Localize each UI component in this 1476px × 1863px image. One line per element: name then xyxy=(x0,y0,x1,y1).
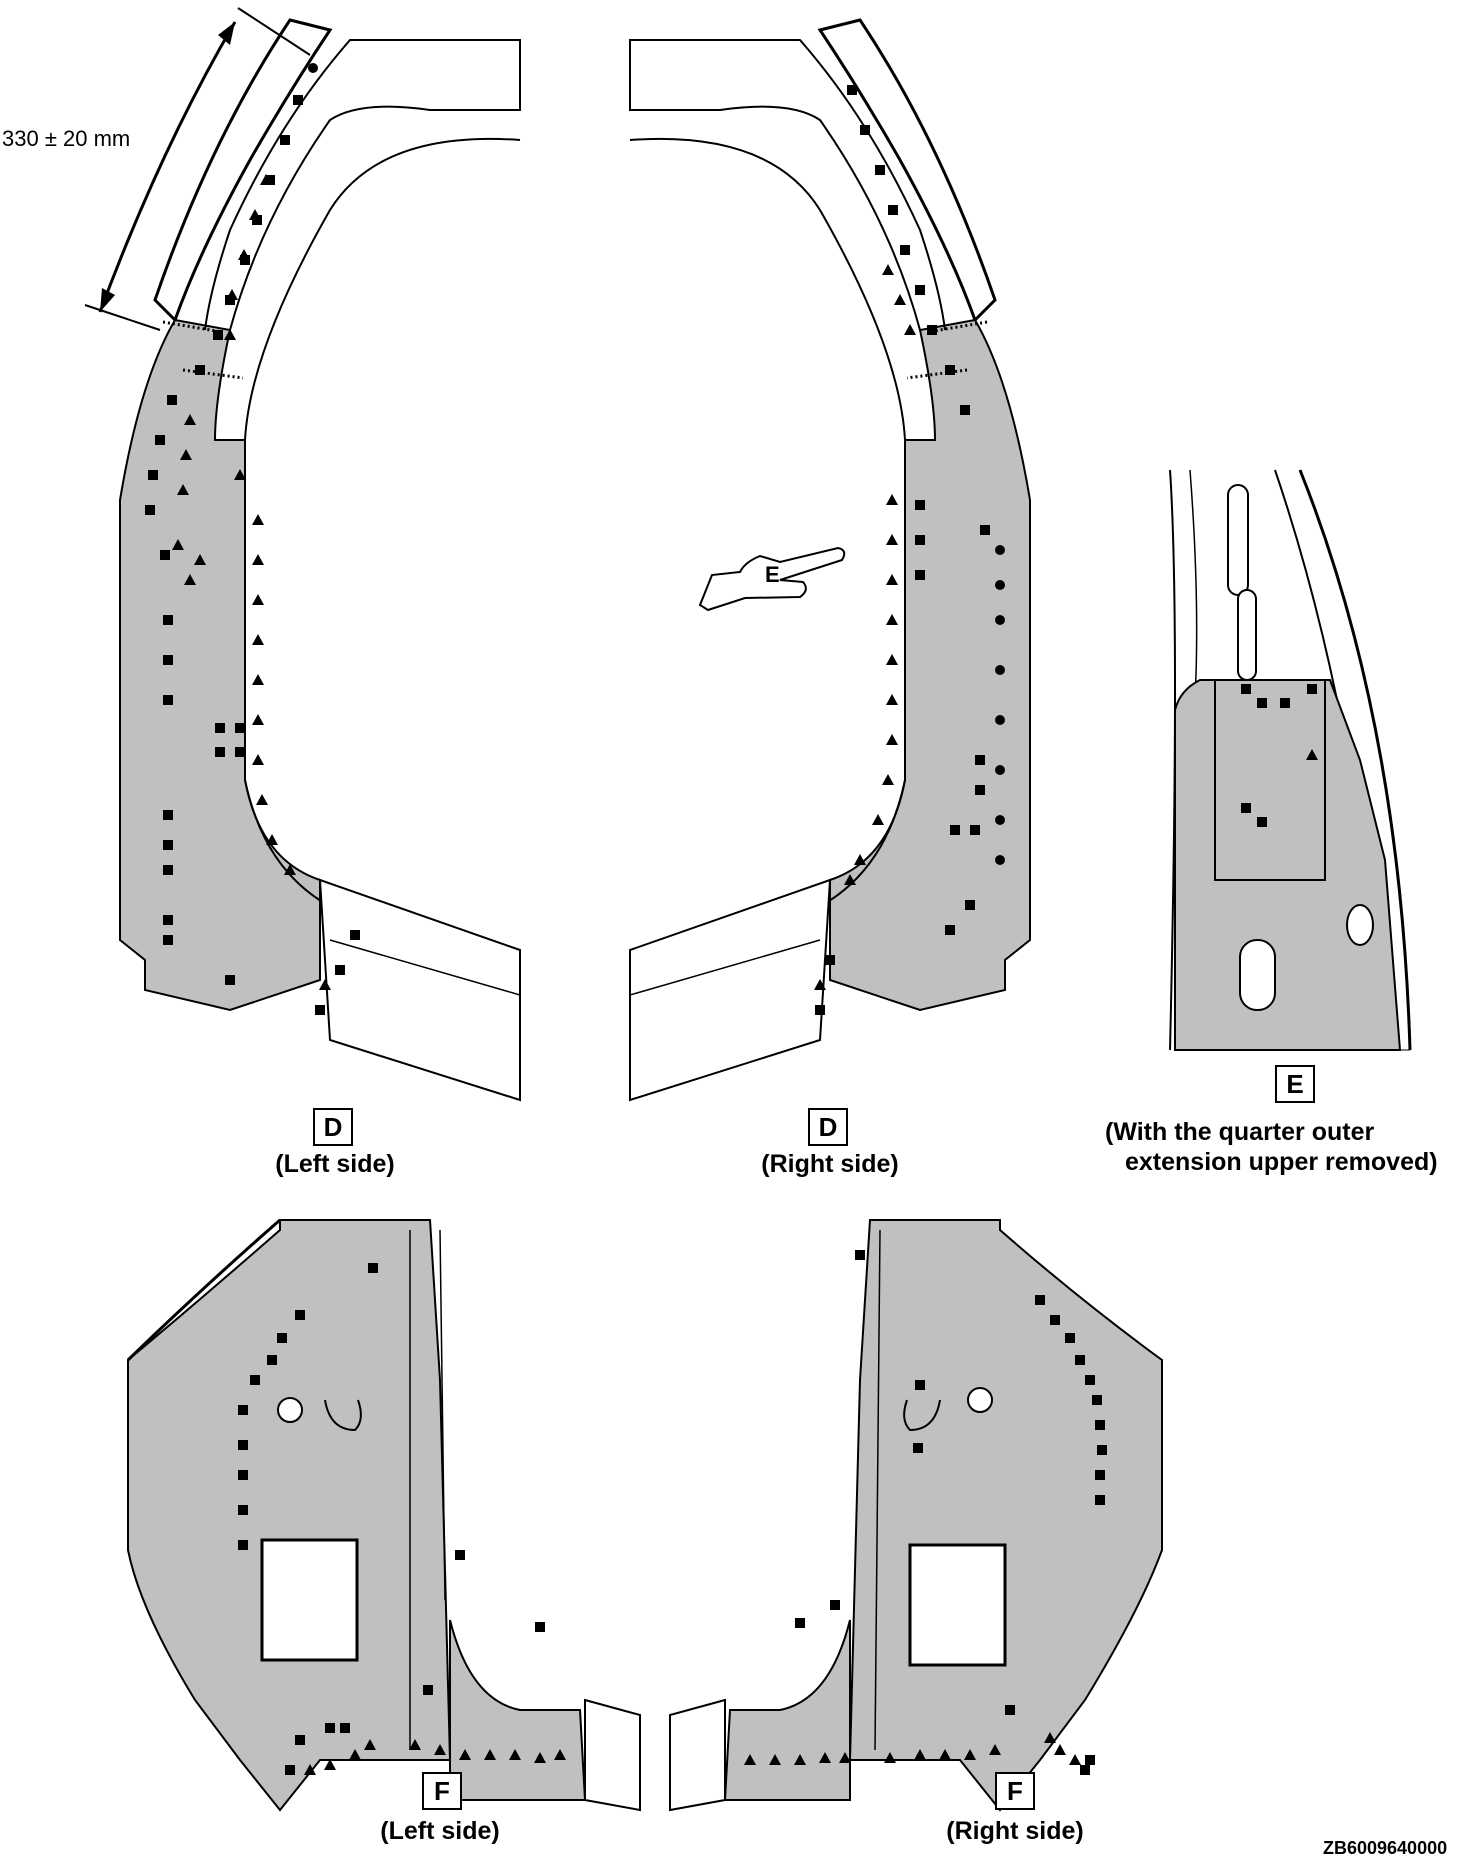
d-left-view xyxy=(119,18,521,1102)
f-left-view xyxy=(126,1218,641,1812)
figure-code: ZB6009640000 xyxy=(1323,1838,1448,1858)
d-right-view xyxy=(629,18,1031,1102)
pointer-hand-letter: E xyxy=(765,562,780,587)
pointer-hand-icon xyxy=(698,546,846,612)
f-right-view xyxy=(669,1219,1163,1812)
dimension-label: 330 ± 20 mm xyxy=(2,126,131,151)
view-d-right-caption: (Right side) xyxy=(761,1150,899,1178)
view-f-right-caption: (Right side) xyxy=(946,1817,1084,1845)
view-f-right-letter: F xyxy=(995,1772,1035,1810)
e-detail-view xyxy=(1169,469,1412,1051)
view-d-left-letter: D xyxy=(313,1108,353,1146)
view-e-caption-line2: extension upper removed) xyxy=(1125,1148,1438,1176)
view-d-left-caption: (Left side) xyxy=(275,1150,395,1178)
view-d-right-letter: D xyxy=(808,1108,848,1146)
view-e-letter: E xyxy=(1275,1065,1315,1103)
dimension-arrow xyxy=(84,7,311,331)
view-f-left-letter: F xyxy=(422,1772,462,1810)
view-e-caption-line1: (With the quarter outer xyxy=(1105,1118,1375,1146)
view-f-left-caption: (Left side) xyxy=(380,1817,500,1845)
